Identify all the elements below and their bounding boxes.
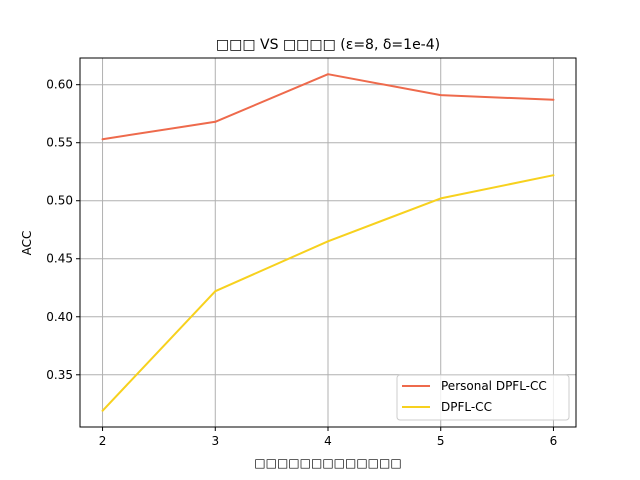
legend-label-dpfl-cc: DPFL-CC <box>441 400 492 414</box>
data-point <box>101 138 104 141</box>
x-axis: 2 3 4 5 6 <box>99 427 558 448</box>
data-point <box>214 120 217 123</box>
data-point <box>439 197 442 200</box>
series-layer <box>101 73 555 412</box>
x-tick-label: 3 <box>211 434 219 448</box>
data-point <box>101 409 104 412</box>
x-tick-label: 6 <box>550 434 558 448</box>
y-tick-label: 0.55 <box>46 136 73 150</box>
y-tick-label: 0.50 <box>46 194 73 208</box>
y-axis-label: ACC <box>20 231 34 256</box>
x-tick-label: 2 <box>99 434 107 448</box>
y-tick-label: 0.45 <box>46 252 73 266</box>
x-axis-label: □□□□□□□□□□□□□ <box>254 456 401 470</box>
chart-title: □□□ VS □□□□ (ε=8, δ=1e-4) <box>216 37 440 53</box>
gridlines <box>80 58 576 427</box>
data-point <box>552 174 555 177</box>
legend: Personal DPFL-CC DPFL-CC <box>396 374 570 421</box>
y-tick-label: 0.35 <box>46 368 73 382</box>
data-point <box>327 73 329 76</box>
legend-box <box>396 374 570 421</box>
y-axis: 0.35 0.40 0.45 0.50 0.55 0.60 <box>46 78 80 382</box>
x-tick-label: 4 <box>324 434 332 448</box>
legend-label-personal-dpfl-cc: Personal DPFL-CC <box>441 379 547 393</box>
y-tick-label: 0.40 <box>46 310 73 324</box>
data-point <box>552 98 555 101</box>
data-point <box>214 290 217 293</box>
y-tick-label: 0.60 <box>46 78 73 92</box>
data-point <box>439 94 442 97</box>
x-tick-label: 5 <box>437 434 445 448</box>
data-point <box>327 240 329 243</box>
